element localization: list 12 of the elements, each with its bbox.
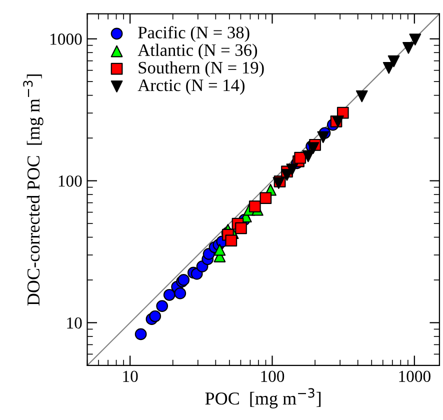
legend-label: Atlantic (N = 36): [138, 44, 258, 60]
legend-label: Southern (N = 19): [138, 61, 264, 78]
x-tick-label: 10: [123, 370, 138, 382]
x-tick-label: 1000: [399, 370, 430, 382]
x-tick-label: 100: [261, 370, 284, 382]
legend-label: Arctic (N = 14): [138, 78, 245, 95]
y-axis-title: DOC-corrected POC [mg m$^{−3}$]: [23, 74, 44, 306]
legend-label: Pacific (N = 38): [138, 26, 250, 42]
x-axis-title: POC [mg m$^{−3}$]: [205, 388, 321, 408]
y-tick-label: 1000: [50, 34, 82, 45]
y-tick-label: 100: [58, 175, 82, 187]
y-tick-label: 10: [67, 317, 82, 329]
